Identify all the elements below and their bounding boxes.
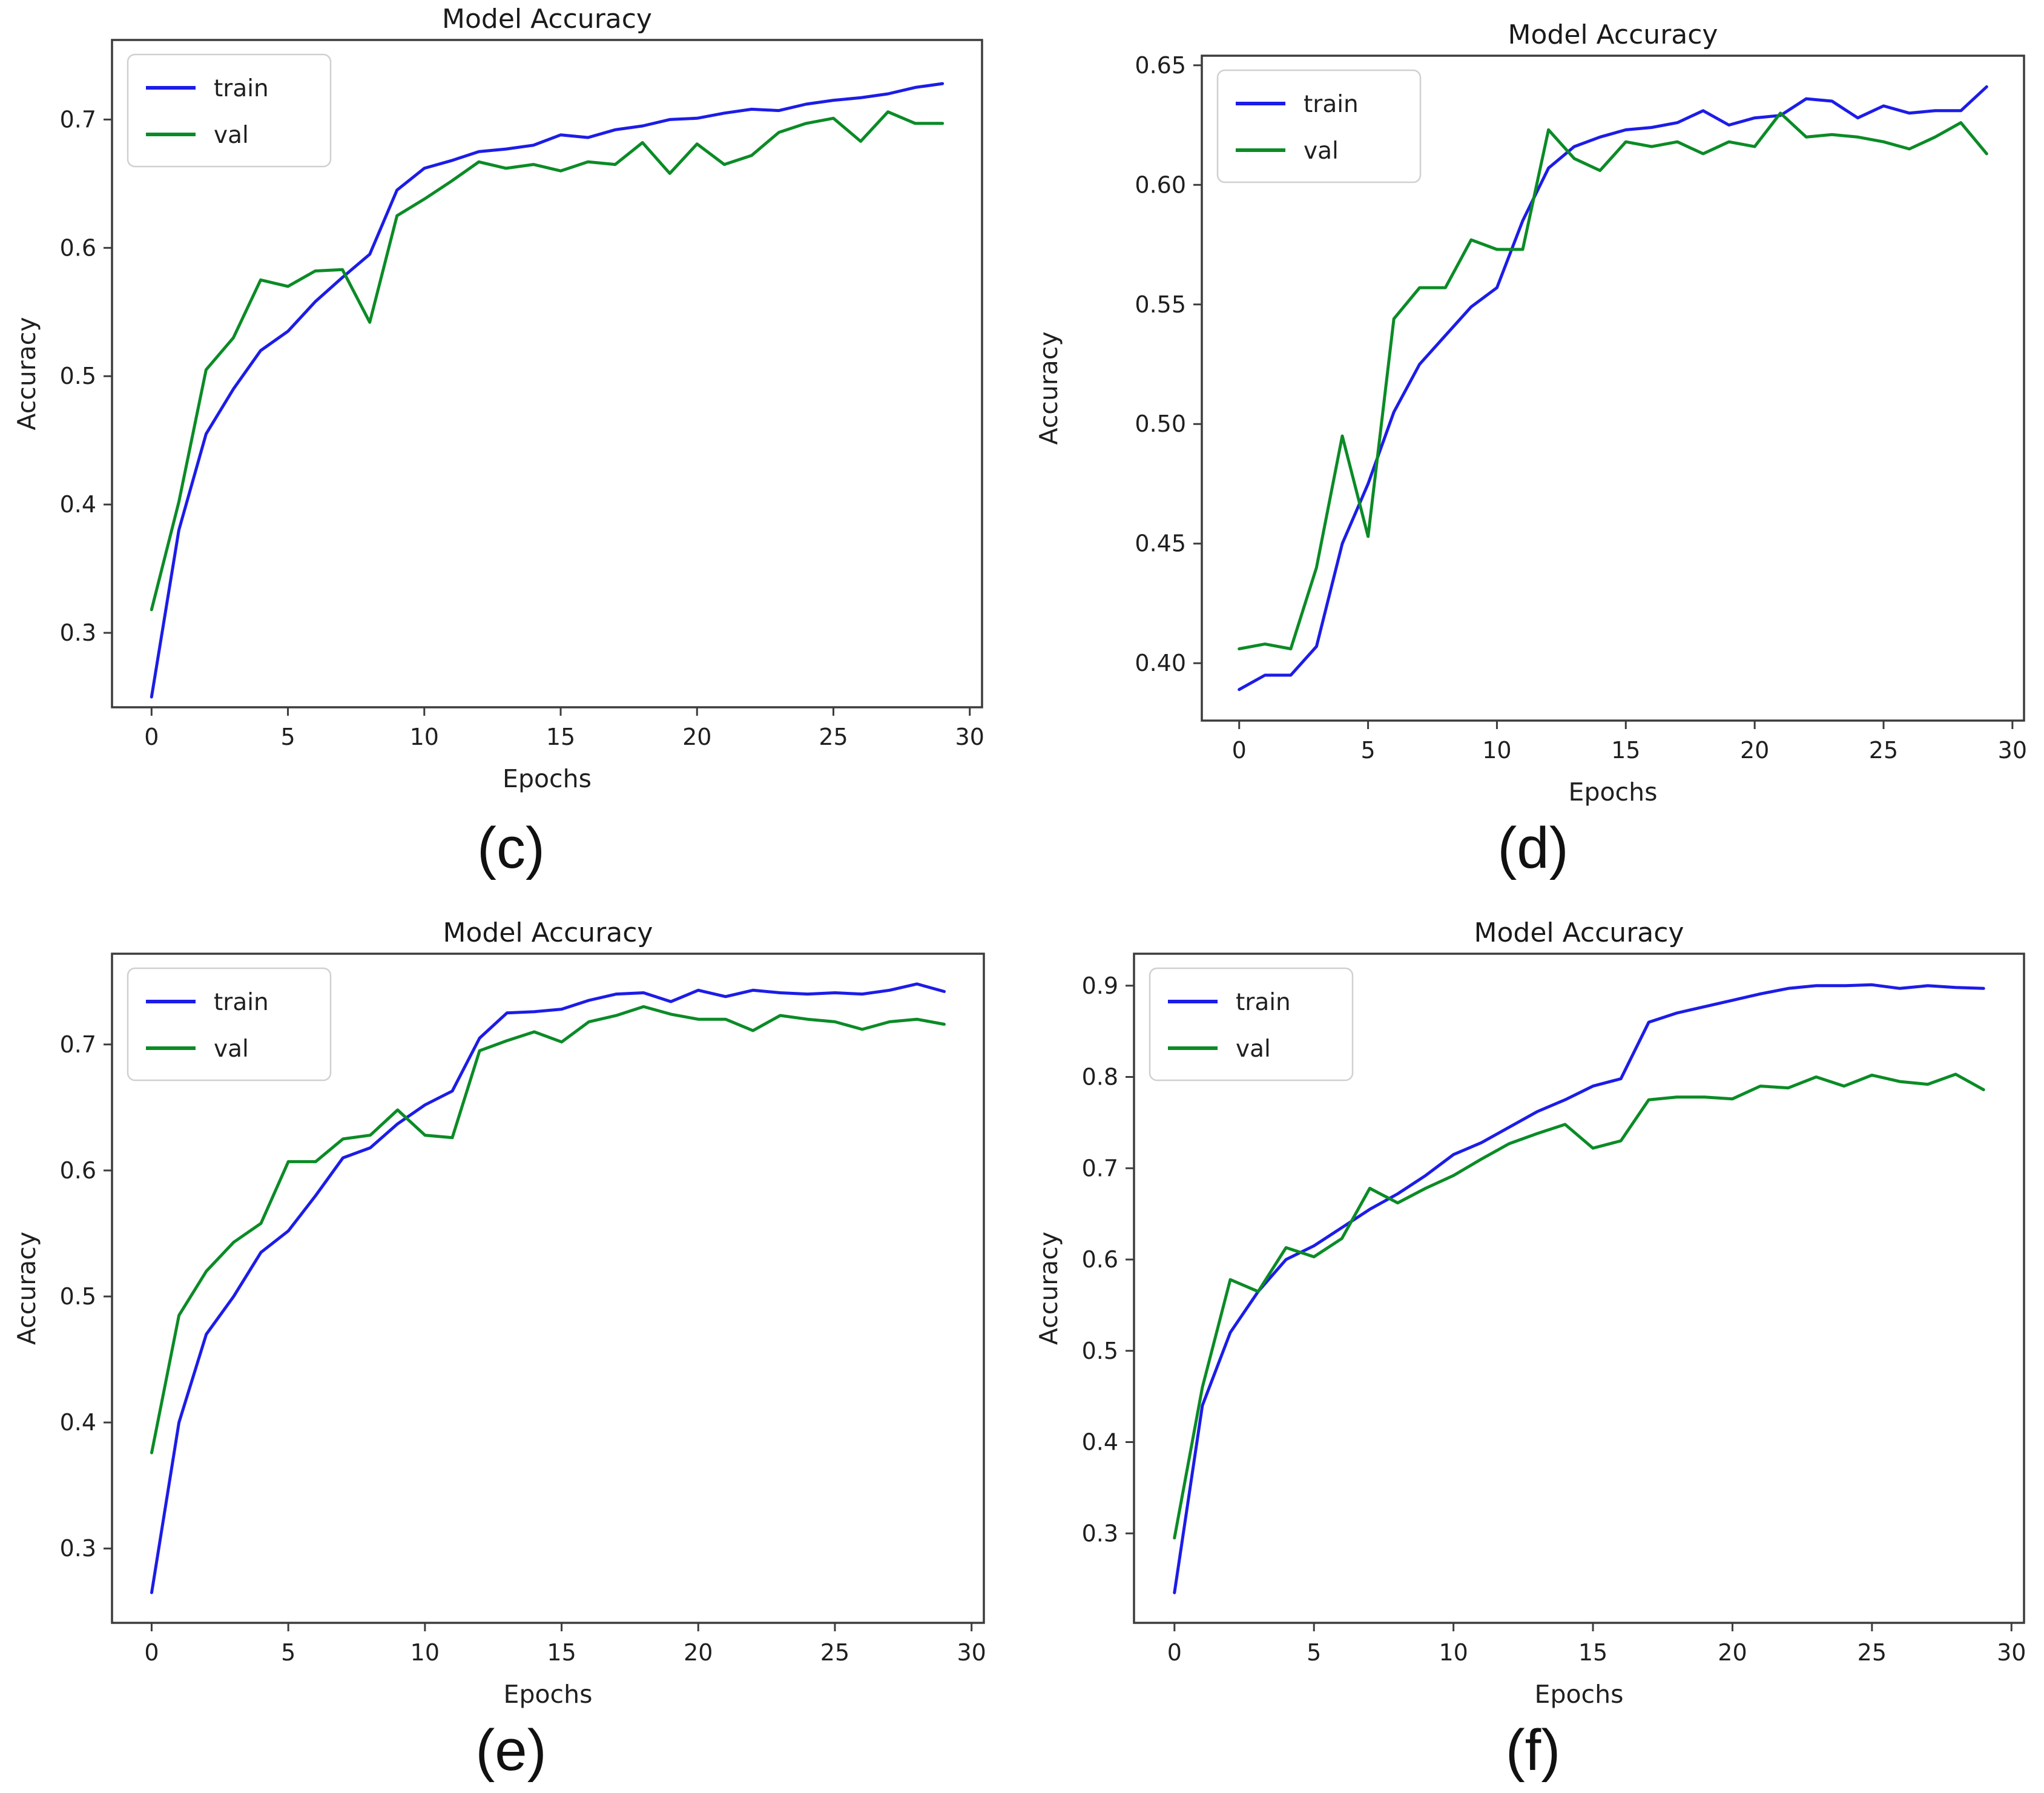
x-axis-tick-label: 10: [1482, 737, 1511, 764]
y-axis-label: Accuracy: [12, 317, 41, 430]
model-accuracy-chart-e: Model Accuracy 0 5 10 15 20 25 30 0.3 0.4 0.5 0.6 0.…: [12, 917, 986, 1709]
y-axis-tick-label: 0.3: [60, 619, 96, 646]
chart-title: Model Accuracy: [443, 917, 653, 948]
x-axis-tick-label: 15: [547, 1639, 576, 1666]
legend-train-label: train: [1304, 91, 1359, 118]
y-axis-tick-label: 0.50: [1135, 411, 1186, 437]
y-axis-tick-label: 0.5: [1082, 1338, 1118, 1364]
train-line: [1173, 983, 1985, 1594]
x-axis-tick-label: 25: [820, 1639, 849, 1666]
y-axis-tick-label: 0.8: [1082, 1064, 1118, 1091]
figure-c: Model Accuracy 0 5 10 15 20 25 30 0.3 0.4 0.5 0.6 0.…: [0, 0, 1022, 896]
legend-train-label: train: [1236, 989, 1291, 1016]
y-axis-tick-label: 0.55: [1135, 291, 1186, 318]
figure-e: Model Accuracy 0 5 10 15 20 25 30 0.3 0.4 0.5 0.6 0.…: [0, 896, 1022, 1793]
y-axis-tick-label: 0.5: [60, 1283, 96, 1310]
legend-val-label: val: [214, 122, 249, 149]
x-axis-tick-label: 10: [1439, 1639, 1468, 1666]
y-axis-label: Accuracy: [1034, 1232, 1063, 1345]
y-axis-tick-label: 0.4: [60, 491, 96, 518]
y-axis-tick-label: 0.4: [60, 1409, 96, 1436]
legend-val-label: val: [214, 1035, 249, 1063]
val-line: [1238, 111, 1988, 650]
train-line: [1238, 85, 1988, 692]
figure-d: Model Accuracy 0 5 10 15 20 25 30 0.40 0.45 0.50 0.…: [1022, 0, 2044, 896]
y-axis-label: Accuracy: [12, 1232, 41, 1345]
model-accuracy-chart-d: Model Accuracy 0 5 10 15 20 25 30 0.40 0.45 0.50 0.…: [1034, 19, 2027, 807]
x-axis-tick-label: 20: [1718, 1639, 1747, 1666]
y-axis-tick-label: 0.60: [1135, 171, 1186, 198]
x-axis-tick-label: 10: [410, 1639, 440, 1666]
x-axis-tick-label: 20: [1740, 737, 1769, 764]
y-axis-tick-label: 0.7: [1082, 1155, 1118, 1181]
figure-caption-e: (e): [475, 1718, 547, 1783]
val-line: [150, 110, 945, 612]
y-axis-label: Accuracy: [1034, 331, 1063, 444]
figure-caption-d: (d): [1497, 816, 1569, 880]
x-axis-tick-label: 30: [1997, 1639, 2026, 1666]
x-axis-label: Epochs: [1569, 778, 1658, 807]
x-axis-tick-label: 25: [819, 724, 848, 750]
x-axis-tick-label: 5: [1307, 1639, 1321, 1666]
x-axis-label: Epochs: [504, 1680, 593, 1709]
y-axis-tick-label: 0.6: [1082, 1246, 1118, 1273]
val-line: [150, 1005, 946, 1455]
chart-title: Model Accuracy: [1508, 19, 1718, 50]
x-axis-label: Epochs: [503, 764, 592, 793]
x-axis-tick-label: 0: [144, 1639, 159, 1666]
x-axis-tick-label: 30: [955, 724, 984, 750]
model-accuracy-chart-f: Model Accuracy 0 5 10 15 20 25 30 0.3 0.4 0.5 0.6 0.…: [1034, 917, 2026, 1709]
legend-train-label: train: [214, 989, 269, 1016]
y-axis-tick-label: 0.6: [60, 1157, 96, 1184]
x-axis-tick-label: 25: [1869, 737, 1898, 764]
figure-f: Model Accuracy 0 5 10 15 20 25 30 0.3 0.4 0.5 0.6 0.…: [1022, 896, 2044, 1793]
y-axis-tick-label: 0.6: [60, 234, 96, 261]
x-axis-tick-label: 0: [1232, 737, 1247, 764]
x-axis-tick-label: 10: [410, 724, 439, 750]
y-axis-tick-label: 0.3: [60, 1535, 96, 1562]
x-axis-tick-label: 15: [546, 724, 575, 750]
train-line: [150, 982, 946, 1594]
chart-title: Model Accuracy: [1474, 917, 1684, 948]
x-axis-tick-label: 30: [957, 1639, 986, 1666]
x-axis-tick-label: 25: [1858, 1639, 1887, 1666]
x-axis-tick-label: 5: [1360, 737, 1375, 764]
model-accuracy-chart-c: Model Accuracy 0 5 10 15 20 25 30 0.3 0.4 0.5 0.6 0.…: [12, 4, 984, 793]
x-axis-tick-label: 0: [144, 724, 159, 750]
y-axis-tick-label: 0.45: [1135, 530, 1186, 557]
y-axis-tick-label: 0.7: [60, 1031, 96, 1058]
legend-box: [127, 967, 332, 1081]
y-axis-tick-label: 0.7: [60, 106, 96, 133]
legend-val-label: val: [1236, 1035, 1271, 1063]
y-axis-tick-label: 0.5: [60, 363, 96, 389]
y-axis-tick-label: 0.40: [1135, 650, 1186, 676]
y-axis-tick-label: 0.3: [1082, 1520, 1118, 1547]
chart-title: Model Accuracy: [442, 4, 652, 35]
x-axis-tick-label: 20: [684, 1639, 713, 1666]
x-axis-tick-label: 30: [1998, 737, 2027, 764]
y-axis-tick-label: 0.9: [1082, 972, 1118, 999]
legend-box: [1149, 967, 1354, 1081]
x-axis-tick-label: 15: [1611, 737, 1640, 764]
x-axis-label: Epochs: [1535, 1680, 1624, 1709]
y-axis-tick-label: 0.65: [1135, 52, 1186, 79]
x-axis-tick-label: 15: [1578, 1639, 1607, 1666]
x-axis-tick-label: 5: [281, 1639, 295, 1666]
figure-caption-f: (f): [1505, 1718, 1561, 1783]
x-axis-tick-label: 5: [280, 724, 295, 750]
y-axis-tick-label: 0.4: [1082, 1429, 1118, 1456]
x-axis-tick-label: 20: [682, 724, 711, 750]
legend-box: [1216, 69, 1422, 183]
x-axis-tick-label: 0: [1167, 1639, 1182, 1666]
val-line: [1173, 1072, 1985, 1540]
legend-box: [127, 53, 332, 168]
legend-train-label: train: [214, 75, 269, 102]
train-line: [150, 82, 945, 699]
legend-val-label: val: [1304, 137, 1339, 165]
figure-caption-c: (c): [477, 816, 545, 880]
